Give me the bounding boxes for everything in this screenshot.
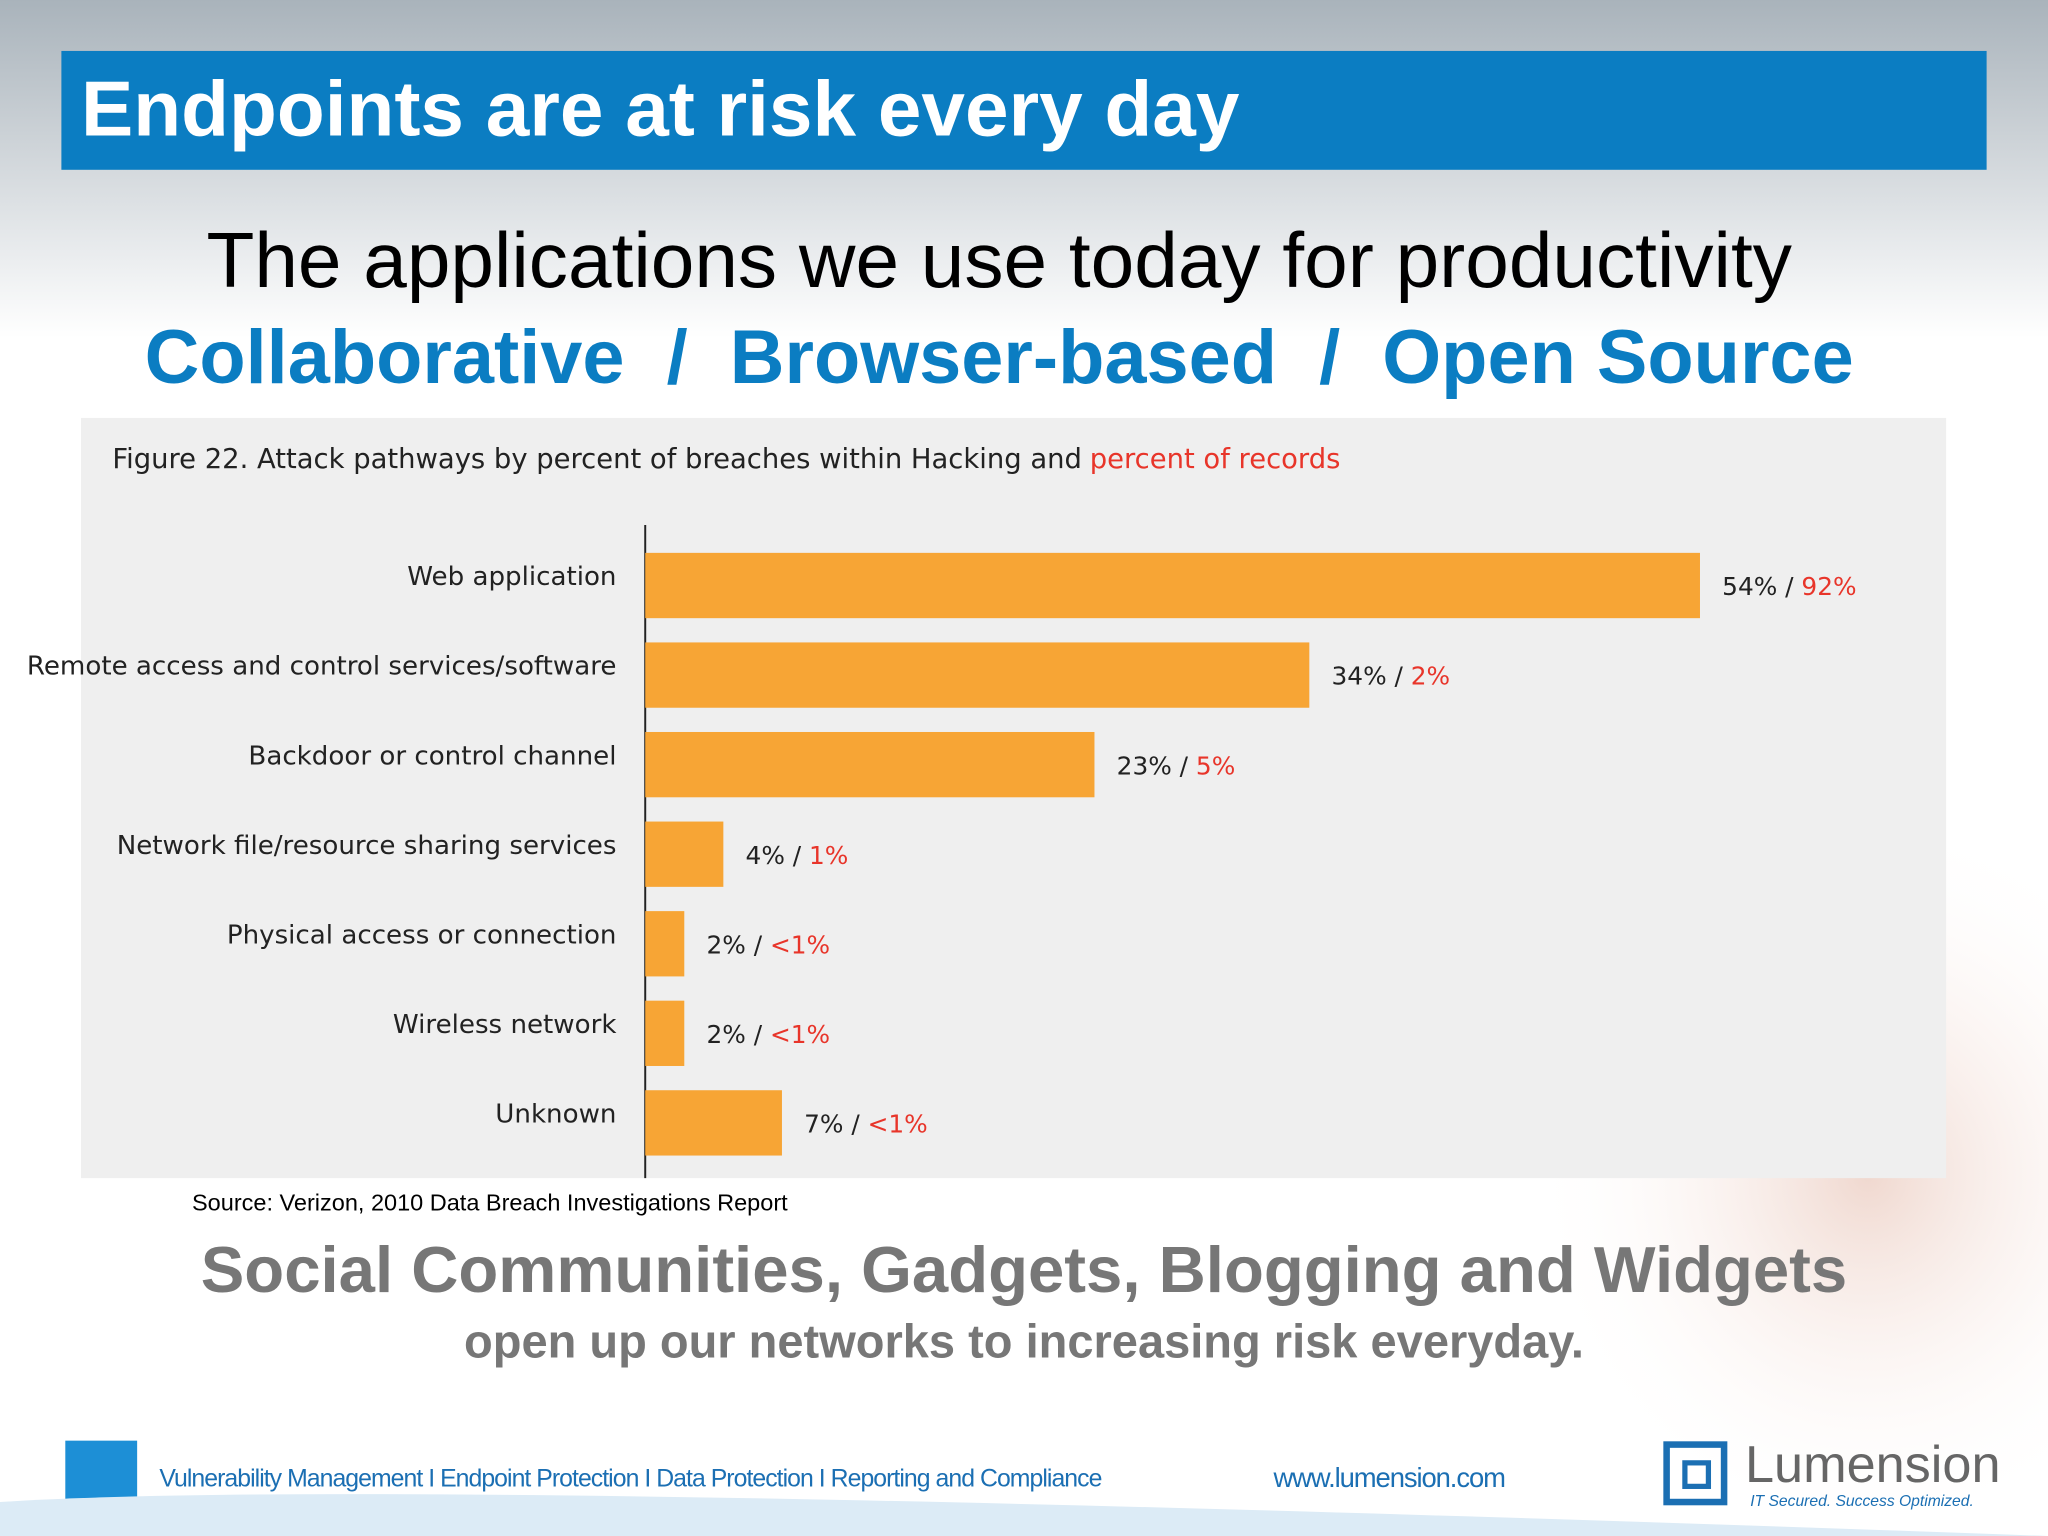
category-label: Wireless network — [393, 1010, 617, 1040]
label-separator: / — [1387, 662, 1411, 691]
footer-url: www.lumension.com — [1272, 1462, 1505, 1493]
bar — [645, 552, 1700, 619]
bar — [645, 1000, 685, 1066]
header-title: Endpoints are at risk every day — [81, 65, 1240, 153]
chart-title-text: Figure 22. Attack pathways by percent of… — [112, 443, 1082, 474]
record-label: 5% — [1196, 751, 1235, 780]
breach-label: 23% — [1117, 751, 1172, 780]
tagline: Collaborative / Browser-based / Open Sou… — [145, 315, 1854, 400]
logo: Lumension — [1745, 1436, 2001, 1494]
breach-label: 34% — [1332, 662, 1387, 691]
label-separator: / — [785, 841, 809, 870]
record-label: 1% — [809, 841, 848, 870]
breach-label: 4% — [746, 841, 785, 870]
record-label: <1% — [770, 1020, 830, 1049]
breach-label: 2% — [706, 930, 745, 959]
footer-links: Vulnerability Management I Endpoint Prot… — [159, 1465, 1102, 1492]
chart-title: Figure 22. Attack pathways by percent of… — [112, 443, 1340, 474]
bar — [645, 821, 724, 887]
value-label: 2% / <1% — [706, 930, 830, 959]
breach-label: 54% — [1722, 572, 1777, 601]
plot: Web application 54% / 92% Remote access an… — [27, 552, 1857, 1156]
value-label: 7% / <1% — [804, 1110, 928, 1139]
record-label: 2% — [1411, 662, 1450, 691]
chart-title-highlight: percent of records — [1090, 443, 1341, 474]
source: Source: Verizon, 2010 Data Breach Invest… — [192, 1189, 788, 1215]
logo-icon — [1663, 1441, 1728, 1506]
category-label: Web application — [407, 562, 616, 592]
bar — [645, 642, 1310, 708]
category-label: Network file/resource sharing services — [117, 831, 617, 861]
label-separator: / — [1172, 751, 1196, 780]
category-label: Physical access or connection — [227, 920, 617, 950]
bar — [645, 1090, 782, 1156]
closing-subline: open up our networks to increasing risk … — [464, 1315, 1584, 1368]
value-label: 2% / <1% — [706, 1020, 830, 1049]
value-label: 23% / 5% — [1117, 751, 1236, 780]
record-label: <1% — [868, 1110, 928, 1139]
category-label: Remote access and control services/softw… — [27, 652, 617, 682]
label-separator: / — [843, 1110, 867, 1139]
logo-tagline: IT Secured. Success Optimized. — [1750, 1493, 1974, 1510]
value-label: 4% / 1% — [746, 841, 849, 870]
closing-headline: Social Communities, Gadgets, Blogging an… — [201, 1233, 1847, 1306]
subtitle: The applications we use today for produc… — [206, 216, 1792, 304]
record-label: 92% — [1801, 572, 1856, 601]
bar — [645, 911, 685, 977]
bar — [645, 731, 1095, 798]
breach-label: 2% — [706, 1020, 745, 1049]
chart-panel — [80, 417, 1947, 1179]
header-bar — [61, 50, 1987, 170]
label-separator: / — [746, 1020, 770, 1049]
value-label: 54% / 92% — [1722, 572, 1856, 601]
record-label: <1% — [770, 930, 830, 959]
label-separator: / — [746, 930, 770, 959]
label-separator: / — [1777, 572, 1801, 601]
breach-label: 7% — [804, 1110, 843, 1139]
category-label: Backdoor or control channel — [248, 741, 616, 771]
value-label: 34% / 2% — [1332, 662, 1451, 691]
footer-swoosh — [0, 1494, 2048, 1536]
category-label: Unknown — [495, 1100, 616, 1130]
